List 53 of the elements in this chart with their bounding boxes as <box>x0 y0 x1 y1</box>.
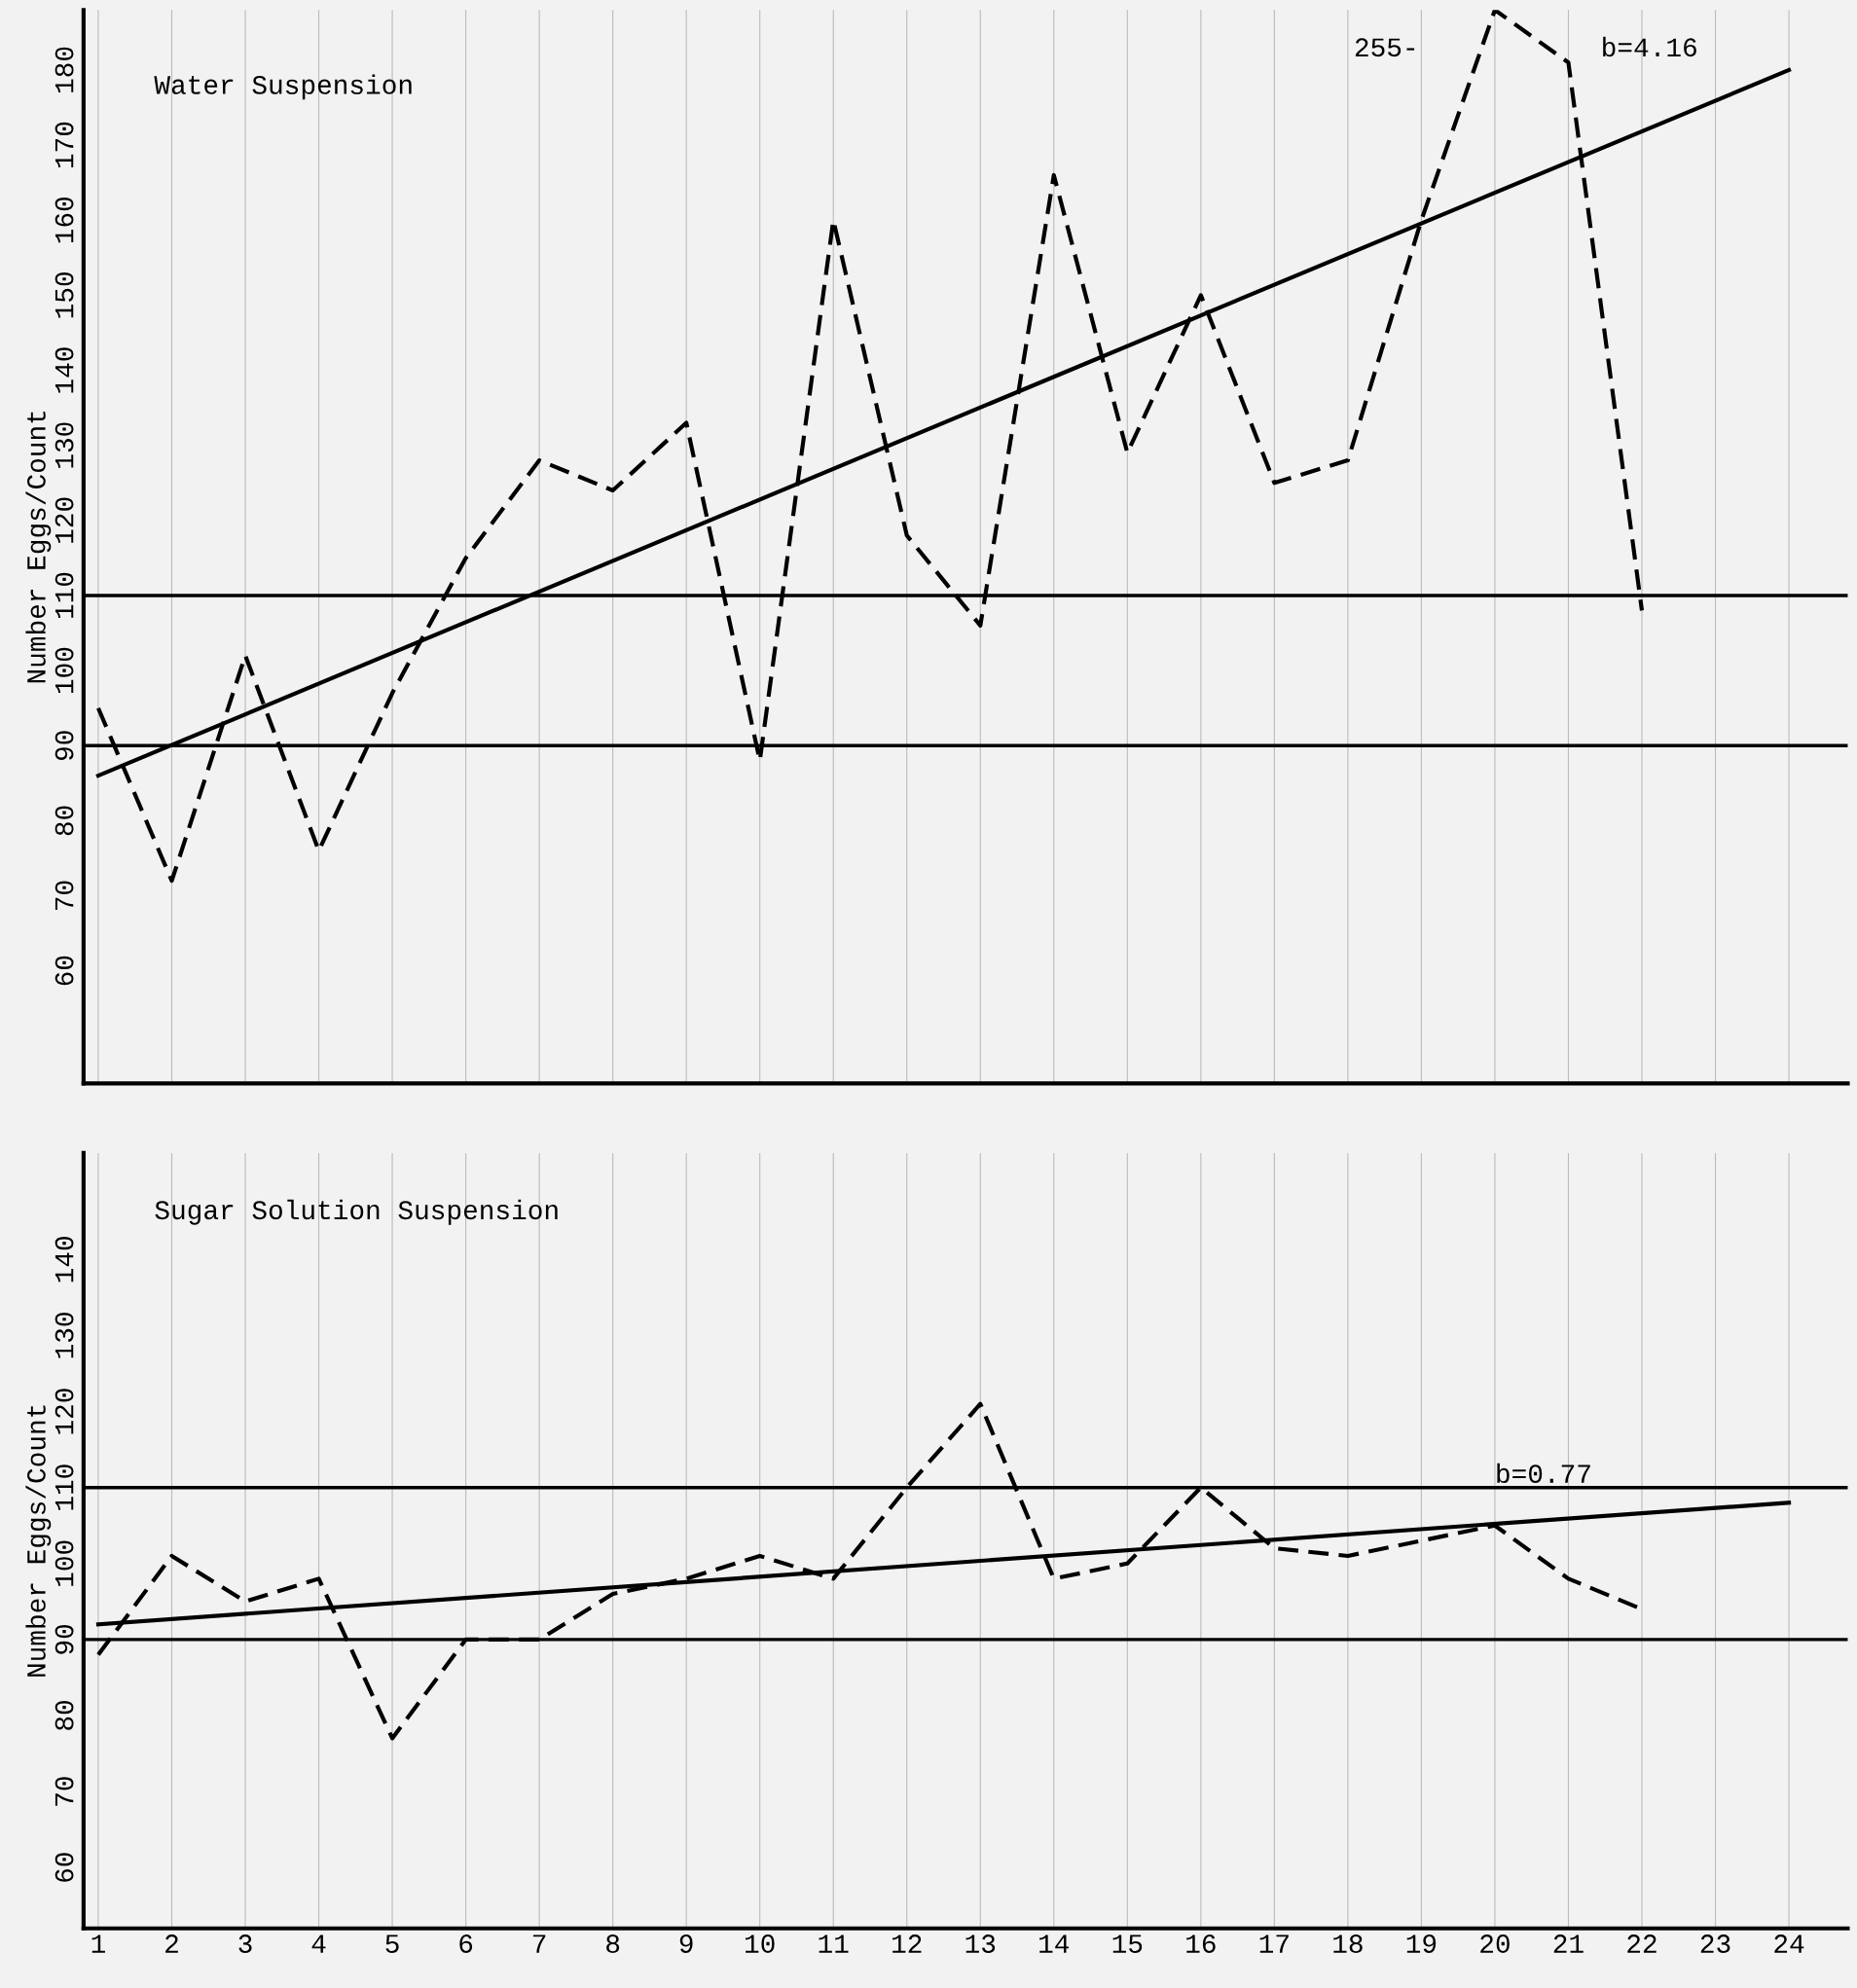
y-tick-label: 110 <box>55 572 74 618</box>
x-tick-label: 1 <box>91 1934 105 1953</box>
y-tick-label: 110 <box>55 1464 74 1510</box>
x-tick-label: 5 <box>385 1934 399 1953</box>
x-tick-label: 15 <box>1112 1934 1143 1953</box>
y-tick-label: 180 <box>55 47 74 92</box>
y-tick-label: 90 <box>55 1624 74 1654</box>
annotation: b=4.16 <box>1603 36 1696 57</box>
text: Sugar Solution Suspension <box>155 1199 558 1225</box>
y-tick-label: 60 <box>55 956 74 986</box>
y-tick-label: 80 <box>55 806 74 836</box>
x-tick-label: 9 <box>679 1934 693 1953</box>
x-tick-label: 13 <box>965 1934 996 1953</box>
y-tick-label: 160 <box>55 197 74 243</box>
x-tick-label: 12 <box>892 1934 922 1953</box>
y-axis-title: Number Eggs/Count <box>25 1405 52 1677</box>
y-tick-label: 170 <box>55 122 74 168</box>
x-tick-label: 23 <box>1700 1934 1730 1953</box>
x-tick-label: 22 <box>1627 1934 1657 1953</box>
y-tick-label: 70 <box>55 881 74 911</box>
annotation: b=0.77 <box>1497 1463 1590 1484</box>
y-tick-label: 100 <box>55 647 74 694</box>
y-axis-title: Number Eggs/Count <box>25 412 52 683</box>
y-tick-label: 120 <box>55 1389 74 1434</box>
text: Water Suspension <box>154 74 412 100</box>
x-tick-label: 3 <box>238 1934 252 1953</box>
x-tick-label: 2 <box>165 1934 178 1953</box>
x-tick-label: 11 <box>819 1934 849 1953</box>
x-tick-label: 16 <box>1186 1934 1216 1953</box>
x-tick-label: 19 <box>1406 1934 1437 1953</box>
y-tick-label: 140 <box>55 347 74 393</box>
y-tick-label: 100 <box>55 1540 74 1586</box>
y-tick-label: 80 <box>55 1701 74 1730</box>
y-tick-label: 130 <box>55 422 74 468</box>
y-tick-label: 150 <box>55 272 74 318</box>
x-tick-label: 21 <box>1553 1934 1584 1953</box>
annotation: 255- <box>1355 38 1415 57</box>
y-tick-label: 70 <box>55 1777 74 1806</box>
y-tick-label: 90 <box>55 731 74 761</box>
x-tick-label: 18 <box>1333 1934 1363 1953</box>
x-tick-label: 20 <box>1480 1934 1510 1953</box>
x-tick-label: 24 <box>1774 1934 1804 1953</box>
y-tick-label: 120 <box>55 497 74 543</box>
y-tick-label: 140 <box>55 1237 74 1283</box>
x-tick-label: 4 <box>311 1934 326 1953</box>
y-tick-label: 130 <box>55 1313 74 1358</box>
x-tick-label: 8 <box>606 1934 620 1953</box>
x-tick-label: 10 <box>746 1934 775 1953</box>
x-tick-label: 6 <box>459 1934 473 1953</box>
x-tick-label: 14 <box>1039 1934 1070 1953</box>
x-tick-label: 17 <box>1259 1934 1289 1953</box>
y-tick-label: 60 <box>55 1853 74 1882</box>
x-tick-label: 7 <box>532 1934 546 1953</box>
